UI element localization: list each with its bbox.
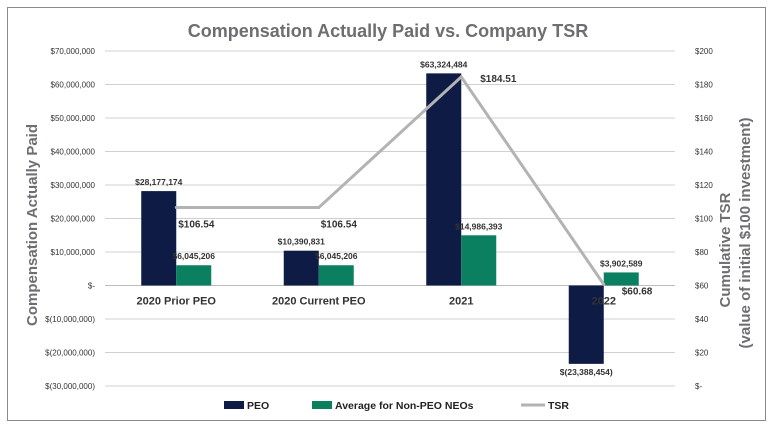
bar-neo: [603, 272, 639, 286]
tsr-label: $184.51: [480, 74, 517, 85]
tsr-label: $106.54: [321, 220, 358, 231]
chart-title: Compensation Actually Paid vs. Company T…: [188, 21, 588, 41]
y-tick-label: $30,000,000: [51, 181, 96, 190]
legend-label-peo: PEO: [247, 400, 269, 412]
category-label: 2020 Current PEO: [272, 296, 366, 308]
category-labels: 2020 Prior PEO 2020 Current PEO 2021 2022: [137, 296, 616, 308]
bar-neo: [461, 235, 497, 286]
data-label-peo: $63,324,484: [420, 59, 468, 69]
data-label-peo: $(23,388,454): [560, 367, 613, 377]
category-label: 2021: [449, 296, 473, 308]
tsr-point: [317, 206, 321, 210]
legend-swatch-neo: [312, 401, 332, 409]
legend-swatch-peo: [224, 401, 244, 409]
y2-tick-label: $100: [695, 215, 713, 224]
tsr-point: [602, 282, 606, 286]
y2-tick-label: $40: [695, 315, 709, 324]
y-tick-label: $20,000,000: [51, 215, 96, 224]
tsr-label: $106.54: [178, 220, 215, 231]
left-axis-ticks: $70,000,000 $60,000,000 $50,000,000 $40,000…: [45, 47, 95, 391]
data-label-neo: $6,045,206: [172, 251, 215, 261]
y2-axis-label-line2: (value of initial $100 investment): [737, 118, 754, 349]
y-tick-label: $60,000,000: [51, 81, 96, 90]
tsr-polyline: [176, 74, 605, 286]
bar-peo: [426, 73, 462, 286]
category-label: 2020 Prior PEO: [137, 296, 217, 308]
y2-tick-label: $-: [695, 382, 702, 391]
legend-label-neo: Average for Non-PEO NEOs: [335, 400, 474, 412]
y2-tick-label: $180: [695, 81, 713, 90]
y-tick-label: $(30,000,000): [45, 382, 95, 391]
y2-tick-label: $140: [695, 148, 713, 157]
y2-axis-label-line1: Cumulative TSR: [717, 192, 734, 307]
y2-tick-label: $20: [695, 349, 709, 358]
bar-peo: [283, 250, 319, 286]
category-label: 2022: [592, 296, 616, 308]
bar-peo: [141, 191, 177, 286]
tsr-point: [459, 75, 463, 79]
y-axis-label: Compensation Actually Paid: [24, 124, 41, 326]
bar-neo: [318, 265, 354, 286]
y-tick-label: $(20,000,000): [45, 349, 95, 358]
y2-tick-label: $200: [695, 47, 713, 56]
bar-peo: [568, 285, 604, 364]
bar-neo: [176, 265, 212, 286]
data-label-neo: $3,902,589: [600, 258, 643, 268]
y-tick-label: $70,000,000: [51, 47, 96, 56]
y2-tick-label: $60: [695, 282, 709, 291]
y2-tick-label: $160: [695, 114, 713, 123]
data-label-peo: $10,390,831: [278, 237, 326, 247]
y-tick-label: $-: [88, 282, 95, 291]
y-tick-label: $50,000,000: [51, 114, 96, 123]
legend: PEO Average for Non-PEO NEOs TSR: [224, 400, 569, 412]
legend-label-tsr: TSR: [548, 400, 569, 412]
y2-tick-label: $120: [695, 181, 713, 190]
tsr-label: $60.68: [622, 286, 653, 297]
data-label-peo: $28,177,174: [135, 177, 183, 187]
y2-tick-label: $80: [695, 248, 709, 257]
bars: [141, 73, 639, 364]
data-labels: $28,177,174 $10,390,831 $63,324,484 $(23,38…: [135, 59, 653, 376]
y-tick-label: $40,000,000: [51, 148, 96, 157]
data-label-neo: $14,986,393: [455, 221, 503, 231]
y-tick-label: $(10,000,000): [45, 315, 95, 324]
tsr-point: [174, 206, 178, 210]
tsr-line: [174, 74, 606, 286]
y-tick-label: $10,000,000: [51, 248, 96, 257]
right-axis-ticks: $200 $180 $160 $140 $120 $100 $80 $60 $40 $20 $-: [695, 47, 713, 391]
data-label-neo: $6,045,206: [315, 251, 358, 261]
